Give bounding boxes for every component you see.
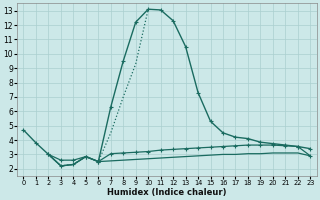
X-axis label: Humidex (Indice chaleur): Humidex (Indice chaleur) bbox=[107, 188, 227, 197]
